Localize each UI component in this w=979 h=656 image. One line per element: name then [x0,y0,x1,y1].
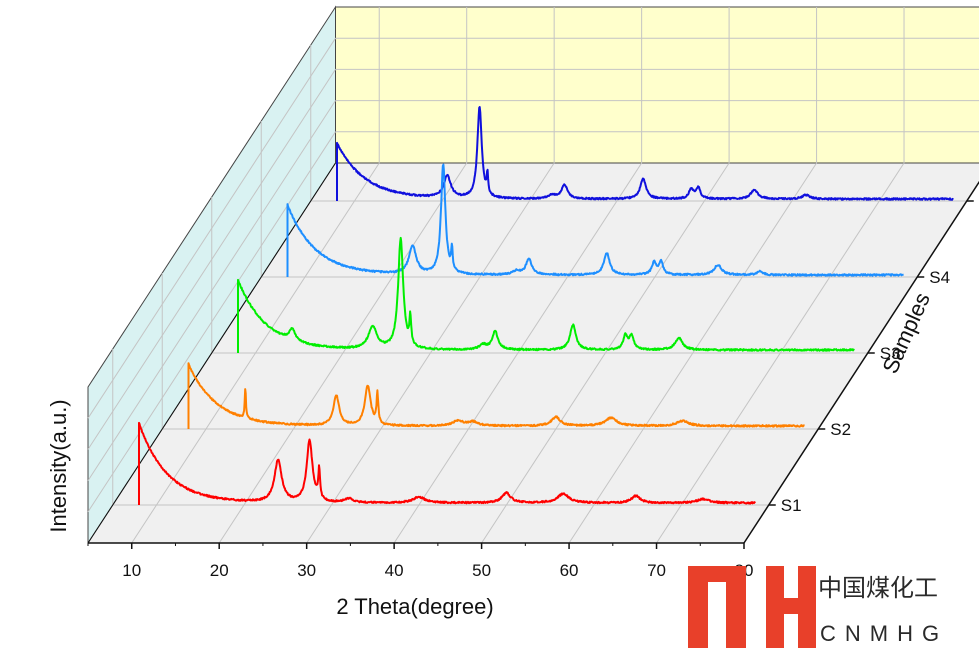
series-line-s2 [187,362,806,429]
watermark-en-text: CNMHG [820,621,948,646]
z-tick-label: S4 [929,268,950,287]
left-floor-edge [87,162,336,544]
x-axis-title: 2 Theta(degree) [336,594,493,619]
logo-bar [726,566,746,648]
x-tick-label: 10 [122,561,141,580]
chart-series [138,106,954,505]
watermark-logo: 中国煤化工 CNMHG [688,566,948,648]
x-tick-label: 70 [647,561,666,580]
watermark-cn-text: 中国煤化工 [818,574,938,602]
series-line-s5 [336,106,954,201]
logo-bar [798,566,816,648]
x-tick-label: 40 [385,561,404,580]
x-tick-label: 30 [297,561,316,580]
series-line-s1 [138,421,756,505]
chart-axes: 1020304050607080S1S2S3S4S5 [87,162,979,580]
z-tick-label: S2 [830,420,851,439]
side-wall-hgrid-line [87,69,336,450]
back-wall [335,6,979,164]
series-line-s3 [237,236,855,353]
side-wall-hgrid-line [87,37,336,419]
logo-bar [688,566,708,648]
side-wall-hgrid-line [87,100,336,481]
z-tick-label: S3 [880,344,901,363]
z-tick-label: S1 [781,496,802,515]
series-line-s4 [286,163,905,277]
cnmhg-logo-mark [688,566,816,648]
x-tick-label: 20 [210,561,229,580]
x-tick-label: 60 [560,561,579,580]
x-tick-label: 50 [472,561,491,580]
y-axis-title: Intensity(a.u.) [46,399,71,532]
chart-grid [87,7,979,544]
side-wall-hgrid-line [87,131,336,513]
